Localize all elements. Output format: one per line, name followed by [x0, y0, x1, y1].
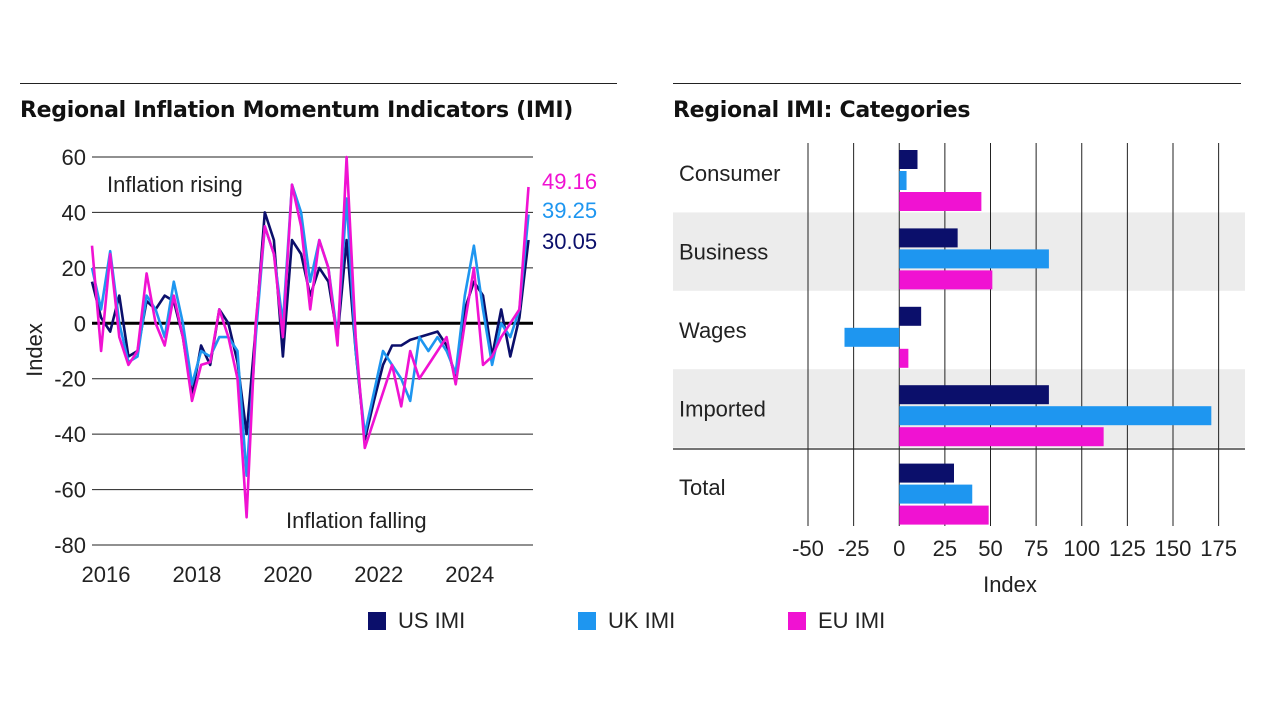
- legend-item-eu: EU IMI: [788, 608, 885, 634]
- bar-us: [899, 306, 922, 326]
- bar-eu: [899, 427, 1104, 447]
- category-label: Total: [679, 475, 725, 500]
- x-tick-label: 2022: [354, 562, 403, 587]
- legend-label-eu: EU IMI: [818, 608, 886, 633]
- legend-swatch-uk: [578, 612, 596, 630]
- bar-x-tick-label: -25: [838, 536, 870, 561]
- bar-eu: [899, 505, 989, 525]
- bar-chart-title: Regional IMI: Categories: [673, 98, 971, 123]
- bar-x-axis-label: Index: [983, 572, 1037, 597]
- end-value-label: 49.16: [542, 169, 597, 194]
- legend-swatch-eu: [788, 612, 806, 630]
- right-panel-rule: [673, 83, 1241, 84]
- y-tick-label: -20: [54, 367, 86, 392]
- bar-x-tick-label: 0: [893, 536, 905, 561]
- category-label: Wages: [679, 318, 747, 343]
- end-value-label: 39.25: [542, 198, 597, 223]
- bar-x-tick-label: 150: [1155, 536, 1192, 561]
- series-line-eu: [90, 155, 530, 519]
- x-tick-label: 2018: [172, 562, 221, 587]
- bar-eu: [899, 270, 993, 290]
- category-label: Business: [679, 240, 768, 265]
- bar-x-tick-label: 25: [933, 536, 957, 561]
- bar-x-tick-label: 100: [1063, 536, 1100, 561]
- left-panel-rule: [20, 83, 617, 84]
- legend-label-uk: UK IMI: [608, 608, 676, 633]
- annotation-inflation-rising: Inflation rising: [107, 172, 243, 197]
- bar-eu: [899, 192, 982, 211]
- annotation-inflation-falling: Inflation falling: [286, 508, 427, 533]
- bar-us: [899, 150, 918, 169]
- bar-x-tick-label: 50: [978, 536, 1002, 561]
- bar-uk: [899, 171, 907, 190]
- bar-eu: [899, 348, 909, 368]
- y-tick-label: 60: [62, 145, 86, 170]
- bar-x-tick-label: 75: [1024, 536, 1048, 561]
- legend-swatch-us: [368, 612, 386, 630]
- y-tick-label: 40: [62, 200, 86, 225]
- series-line-uk: [90, 183, 530, 478]
- bar-uk: [844, 327, 900, 347]
- x-tick-label: 2020: [263, 562, 312, 587]
- bar-us: [899, 463, 954, 483]
- bar-uk: [899, 484, 973, 504]
- x-tick-label: 2016: [82, 562, 131, 587]
- legend-item-us: US IMI: [368, 608, 465, 634]
- y-tick-label: -40: [54, 422, 86, 447]
- bar-us: [899, 385, 1049, 405]
- category-label: Consumer: [679, 161, 780, 186]
- y-tick-label: -80: [54, 533, 86, 558]
- x-tick-label: 2024: [445, 562, 494, 587]
- y-axis-label: Index: [22, 323, 47, 377]
- legend: US IMI UK IMI EU IMI: [0, 608, 1280, 638]
- legend-item-uk: UK IMI: [578, 608, 675, 634]
- end-value-label: 30.05: [542, 229, 597, 254]
- legend-label-us: US IMI: [398, 608, 466, 633]
- y-tick-label: -60: [54, 478, 86, 503]
- bar-x-tick-label: -50: [792, 536, 824, 561]
- bar-uk: [899, 406, 1212, 426]
- bar-us: [899, 228, 958, 248]
- bar-x-tick-label: 175: [1200, 536, 1237, 561]
- bar-x-tick-label: 125: [1109, 536, 1146, 561]
- y-tick-label: 0: [74, 311, 86, 336]
- bar-uk: [899, 249, 1049, 269]
- category-label: Imported: [679, 396, 766, 421]
- y-tick-label: 20: [62, 256, 86, 281]
- line-chart-title: Regional Inflation Momentum Indicators (…: [20, 98, 573, 123]
